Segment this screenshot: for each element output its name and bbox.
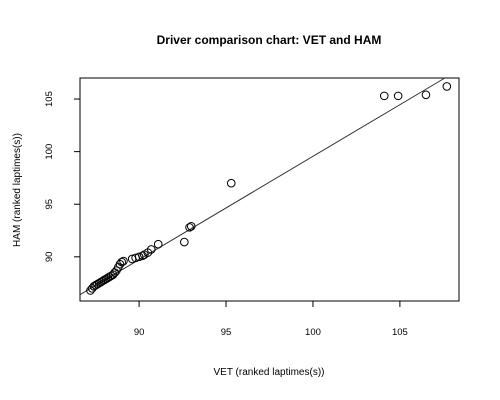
x-tick-label: 100: [305, 327, 321, 338]
data-point: [442, 82, 452, 91]
x-axis: 90 95 100 105: [134, 300, 408, 338]
x-tick-label: 95: [221, 327, 232, 338]
data-point: [146, 245, 156, 254]
y-axis-label: HAM (ranked laptimes(s)): [12, 133, 23, 247]
data-point: [117, 257, 127, 267]
data-point: [134, 252, 144, 262]
y-tick-label: 105: [44, 91, 55, 107]
y-axis: 90 95 100 105: [44, 91, 80, 262]
y-tick-label: 100: [44, 144, 55, 160]
data-point: [186, 222, 196, 231]
data-points: [86, 82, 452, 295]
data-point: [180, 237, 189, 247]
data-point: [153, 239, 163, 249]
y-tick-label: 90: [44, 252, 55, 263]
x-tick-label: 105: [392, 327, 408, 338]
data-point: [393, 91, 403, 101]
y-tick-label: 95: [44, 199, 55, 210]
data-point: [226, 178, 236, 188]
plot-frame: [79, 77, 460, 302]
x-axis-label: VET (ranked laptimes(s)): [214, 367, 325, 378]
x-tick-label: 90: [134, 327, 145, 338]
data-point: [421, 90, 431, 100]
fit-line: [79, 77, 446, 296]
data-point: [379, 91, 389, 101]
chart-title: Driver comparison chart: VET and HAM: [157, 33, 382, 47]
data-point: [119, 256, 128, 266]
data-point: [185, 223, 194, 232]
